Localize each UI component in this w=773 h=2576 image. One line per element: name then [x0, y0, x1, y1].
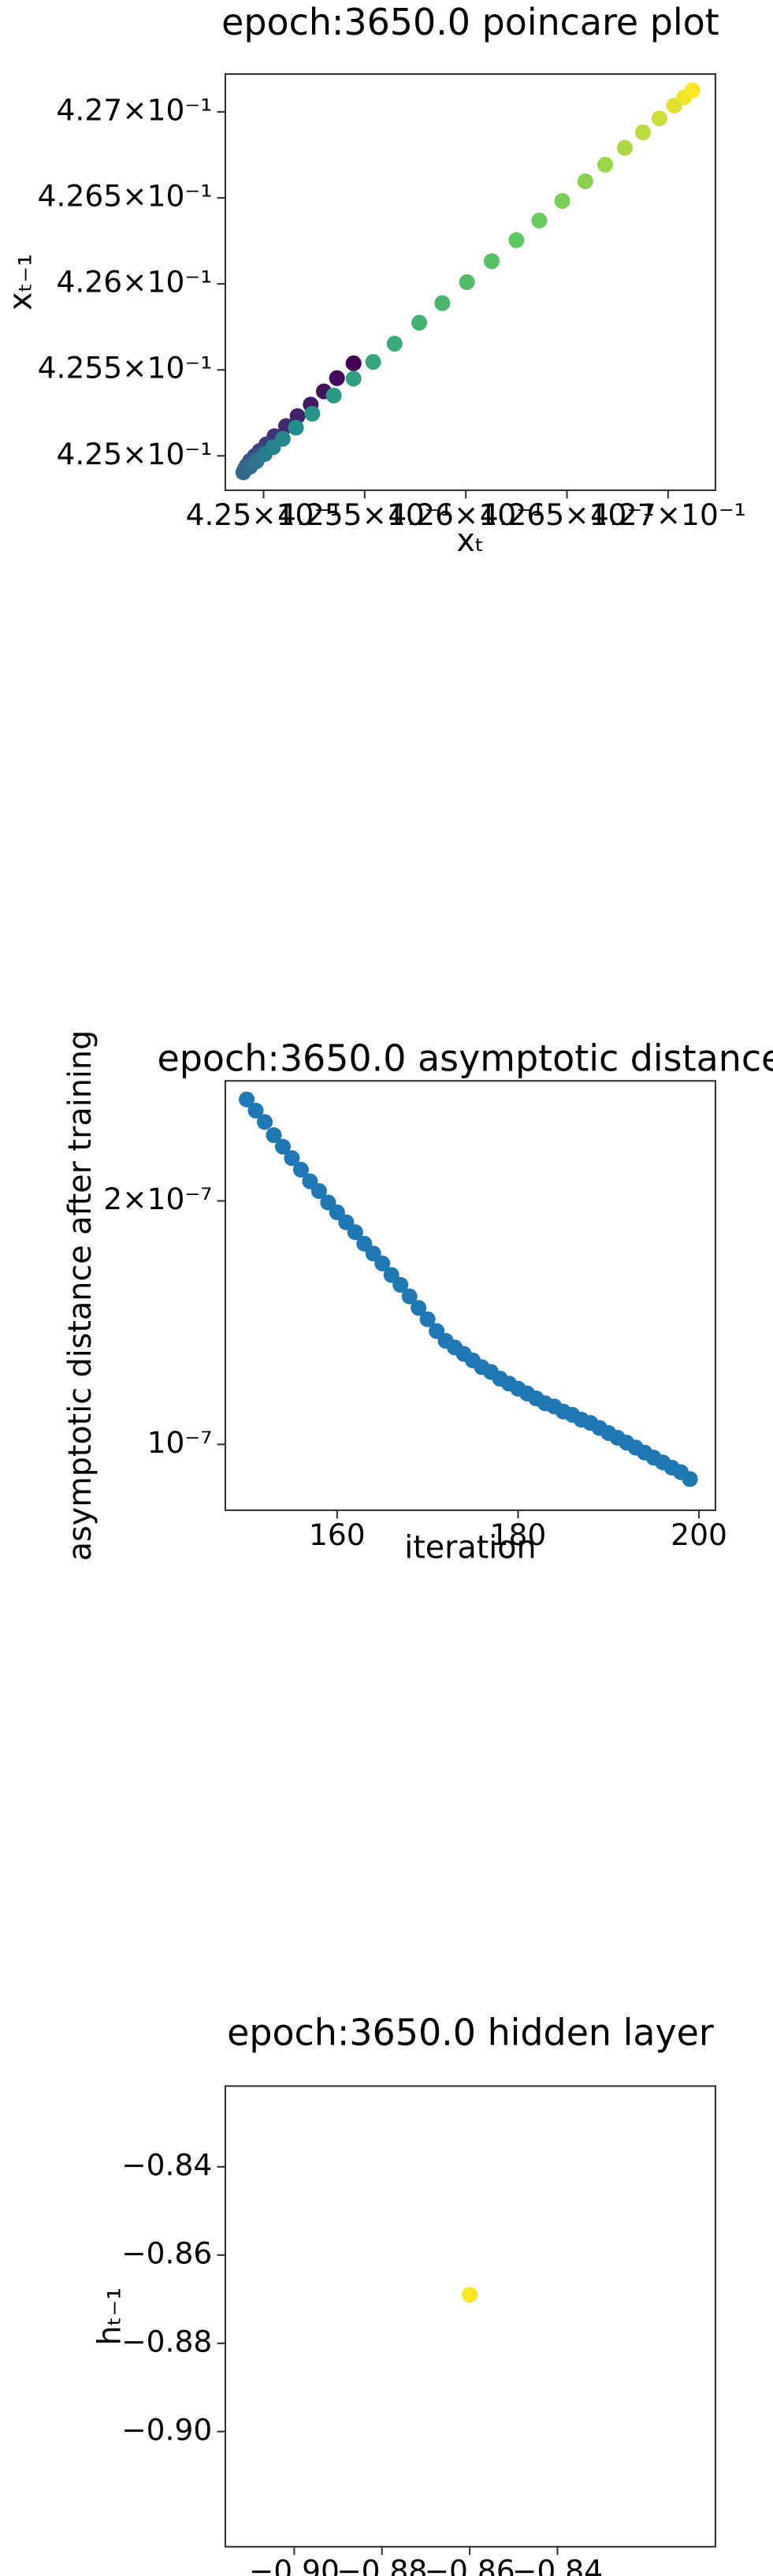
- point: [462, 2287, 478, 2303]
- y-tick-label: 4.265×10⁻¹: [38, 179, 213, 214]
- y-tick-label: 4.27×10⁻¹: [57, 92, 213, 127]
- point: [292, 1161, 309, 1178]
- x-tick-label: 180: [490, 1517, 547, 1552]
- point: [616, 140, 633, 156]
- x-axis-label: xₜ: [456, 523, 484, 559]
- point: [597, 156, 614, 173]
- y-axis-label: xₜ₋₁: [3, 254, 39, 311]
- point: [374, 1255, 391, 1271]
- y-tick-label: 4.255×10⁻¹: [38, 351, 213, 385]
- point: [239, 1091, 255, 1107]
- point: [329, 370, 345, 386]
- y-tick-label: 2×10⁻⁷: [103, 1182, 212, 1216]
- x-tick-label: −0.86: [425, 2554, 515, 2576]
- point: [274, 430, 291, 447]
- x-tick-label: 200: [671, 1517, 727, 1552]
- point: [419, 1311, 436, 1327]
- point: [304, 405, 321, 422]
- point: [247, 1102, 264, 1119]
- point: [508, 232, 525, 248]
- point: [684, 82, 701, 99]
- x-tick-label: −0.84: [512, 2554, 603, 2576]
- x-tick-label: 4.265×10⁻¹: [480, 497, 655, 532]
- x-axis-label: iteration: [404, 1530, 536, 1566]
- x-tick-label: 160: [309, 1517, 366, 1552]
- point: [635, 124, 652, 140]
- point: [345, 355, 362, 371]
- x-tick-label: −0.88: [336, 2554, 427, 2576]
- chart-title: epoch:3650.0 hidden layer: [227, 2011, 714, 2053]
- x-tick-label: −0.90: [249, 2554, 340, 2576]
- point: [459, 274, 475, 290]
- point: [434, 295, 451, 311]
- y-tick-label: 10⁻⁷: [147, 1425, 213, 1460]
- chart-title: epoch:3650.0 poincare plot: [221, 1, 719, 43]
- x-tick-label: 4.255×10⁻¹: [277, 497, 452, 532]
- point: [682, 1471, 698, 1487]
- plot-frame: [224, 73, 716, 492]
- point: [284, 1150, 300, 1167]
- point: [411, 315, 428, 331]
- point: [392, 1276, 409, 1294]
- x-tick-label: 4.27×10⁻¹: [590, 497, 746, 532]
- point: [345, 370, 362, 387]
- point: [401, 1288, 418, 1305]
- point: [347, 1224, 363, 1241]
- y-tick-label: 4.26×10⁻¹: [57, 265, 213, 300]
- y-tick-label: −0.86: [121, 2235, 212, 2270]
- point: [289, 408, 306, 424]
- y-tick-label: −0.90: [121, 2412, 212, 2447]
- point: [365, 354, 381, 370]
- point: [484, 253, 500, 270]
- point: [310, 1183, 327, 1200]
- point: [274, 1138, 291, 1155]
- point: [325, 387, 342, 404]
- plot-frame: [224, 1080, 716, 1512]
- point: [386, 336, 403, 352]
- point: [577, 173, 593, 190]
- point: [256, 1114, 273, 1130]
- x-tick-label: 4.25×10⁻¹: [186, 497, 342, 532]
- y-axis-label: asymptotic distance after training: [62, 1030, 98, 1561]
- y-tick-label: 4.25×10⁻¹: [57, 437, 213, 471]
- y-tick-label: −0.88: [121, 2324, 212, 2358]
- y-axis-label: hₜ₋₁: [91, 2288, 128, 2346]
- plot-frame: [224, 2085, 716, 2548]
- chart-title: epoch:3650.0 asymptotic distance: [158, 1037, 773, 1080]
- point: [531, 212, 548, 229]
- point: [288, 419, 304, 436]
- point: [266, 1127, 282, 1144]
- point: [554, 192, 570, 209]
- x-tick-label: 4.26×10⁻¹: [388, 497, 544, 532]
- point: [651, 110, 667, 127]
- point: [411, 1300, 427, 1316]
- y-tick-label: −0.84: [121, 2147, 212, 2182]
